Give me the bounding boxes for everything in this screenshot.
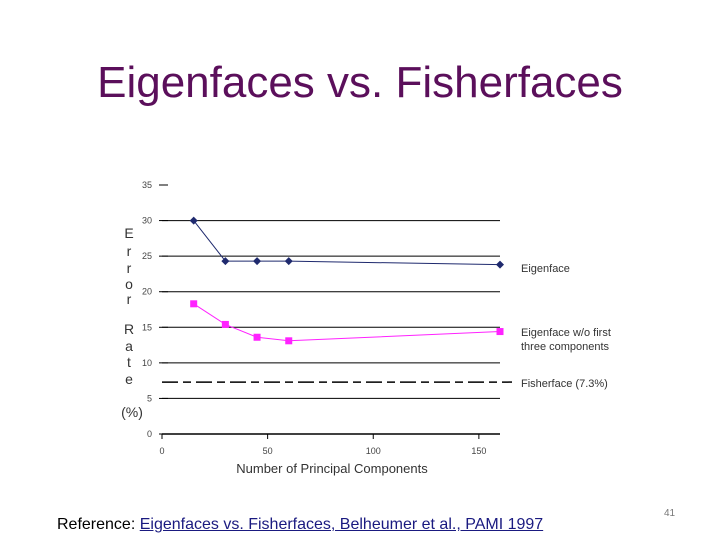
y-axis-label-char: E xyxy=(124,225,133,241)
chart-grid xyxy=(162,220,500,399)
chart-series xyxy=(162,216,512,383)
x-tick-label: 50 xyxy=(263,446,273,456)
y-axis-label-char: r xyxy=(127,260,132,276)
eigenface-wo3-point xyxy=(285,337,293,345)
y-axis-label-char: t xyxy=(127,354,131,370)
eigenface-wo3-point xyxy=(253,333,261,341)
reference-link[interactable]: Eigenfaces vs. Fisherfaces, Belheumer et… xyxy=(139,516,544,533)
y-axis-label-char: R xyxy=(124,321,134,337)
x-axis: 0 50 100 150 xyxy=(159,433,500,456)
y-tick-label: 15 xyxy=(142,322,152,332)
y-tick-label: 5 xyxy=(147,393,152,403)
y-tick-label: 25 xyxy=(142,251,152,261)
eigenface-wo3-line xyxy=(193,303,501,342)
chart-legend: Eigenface Eigenface w/o first three compon… xyxy=(521,263,611,390)
y-axis-label-unit: (%) xyxy=(121,404,143,420)
y-tick-label: 0 xyxy=(147,429,152,439)
legend-fisherface: Fisherface (7.3%) xyxy=(521,378,608,390)
y-axis-label-char: r xyxy=(127,243,132,259)
eigenface-point xyxy=(496,260,504,269)
y-axis-label-char: a xyxy=(125,338,133,354)
eigenface-wo3-point xyxy=(221,320,229,328)
y-axis-label-char: r xyxy=(127,291,132,307)
legend-eigenface-wo3-line: Eigenface w/o first xyxy=(521,327,611,339)
y-axis: 0 5 10 15 20 25 30 35 xyxy=(142,180,168,439)
legend-eigenface: Eigenface xyxy=(521,263,570,275)
y-tick-label: 30 xyxy=(142,216,152,226)
eigenface-point xyxy=(253,257,262,266)
reference-prefix: Reference: xyxy=(57,516,140,533)
eigenface-point xyxy=(189,216,198,225)
eigenface-wo3-point xyxy=(496,328,504,336)
y-tick-label: 35 xyxy=(142,180,152,190)
x-axis-label: Number of Principal Components xyxy=(236,461,428,476)
y-axis-label-char: e xyxy=(125,371,133,387)
slide-title: Eigenfaces vs. Fisherfaces xyxy=(97,58,623,107)
legend-eigenface-wo3-line: three components xyxy=(521,341,610,353)
y-axis-label-char: o xyxy=(125,276,133,292)
x-tick-label: 100 xyxy=(366,446,381,456)
eigenface-line xyxy=(193,220,501,266)
reference-line: Reference: Eigenfaces vs. Fisherfaces, B… xyxy=(57,516,543,534)
y-tick-label: 20 xyxy=(142,287,152,297)
y-tick-label: 10 xyxy=(142,358,152,368)
eigenface-point xyxy=(284,257,293,266)
x-tick-label: 150 xyxy=(471,446,486,456)
eigenface-wo3-point xyxy=(190,300,198,308)
eigenface-point xyxy=(221,257,230,266)
x-tick-label: 0 xyxy=(159,446,164,456)
page-number: 41 xyxy=(664,508,676,519)
